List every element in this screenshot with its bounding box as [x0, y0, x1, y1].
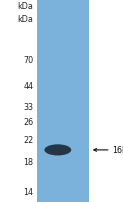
- Text: 14: 14: [23, 187, 33, 196]
- Text: 26: 26: [23, 117, 33, 126]
- Text: 44: 44: [23, 82, 33, 90]
- Text: 70: 70: [23, 56, 33, 65]
- Text: 18: 18: [23, 158, 33, 166]
- Text: 33: 33: [23, 103, 33, 112]
- Ellipse shape: [44, 145, 71, 156]
- Text: 22: 22: [23, 135, 33, 144]
- Text: kDa: kDa: [17, 15, 33, 24]
- Text: kDa: kDa: [17, 2, 33, 11]
- Text: 16kDa: 16kDa: [112, 146, 123, 155]
